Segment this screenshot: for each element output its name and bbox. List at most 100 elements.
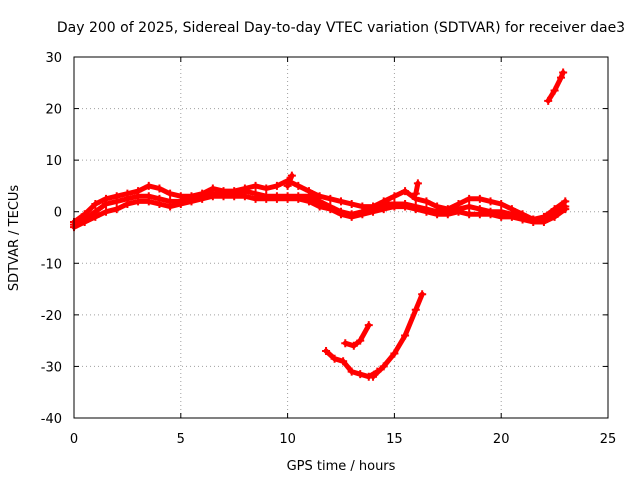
data-point (369, 207, 378, 216)
data-point (262, 184, 271, 193)
data-point (198, 194, 207, 203)
data-point (561, 205, 570, 214)
data-point (379, 362, 388, 371)
data-point (347, 199, 356, 208)
data-point (287, 171, 296, 180)
data-point (475, 194, 484, 203)
data-point (507, 212, 516, 221)
data-point (272, 181, 281, 190)
data-point (304, 197, 313, 206)
data-point (123, 199, 132, 208)
data-point (497, 199, 506, 208)
y-tick-label: 20 (45, 103, 62, 118)
series-line (545, 70, 566, 104)
data-point (341, 339, 350, 348)
data-point (557, 73, 566, 82)
data-point (102, 199, 111, 208)
y-tick-label: -40 (41, 412, 62, 427)
series-line (342, 322, 372, 349)
data-point (518, 215, 527, 224)
data-point (497, 212, 506, 221)
data-point (486, 197, 495, 206)
data-series-group (411, 179, 422, 198)
data-point (112, 197, 121, 206)
y-tick-label: -10 (41, 257, 62, 272)
data-series-group (341, 321, 373, 350)
data-point (411, 305, 420, 314)
data-point (294, 181, 303, 190)
data-point (102, 207, 111, 216)
x-tick-labels: 0 5 10 15 20 25 (70, 432, 616, 447)
series-line (370, 291, 425, 380)
data-point (349, 341, 358, 350)
data-point (465, 202, 474, 211)
data-point (390, 349, 399, 358)
y-tick-label: -30 (41, 360, 62, 375)
data-point (337, 197, 345, 206)
data-point (422, 207, 431, 216)
data-series-group (70, 192, 570, 232)
data-point (240, 192, 249, 201)
data-point (91, 199, 100, 208)
data-series-group (283, 171, 296, 190)
x-tick-label: 20 (493, 432, 510, 447)
data-point (356, 336, 365, 345)
data-point (339, 357, 348, 366)
data-point (330, 354, 339, 363)
data-point (550, 86, 559, 95)
data-point (326, 194, 335, 203)
data-point (208, 192, 217, 201)
data-point (422, 197, 431, 206)
data-point (418, 290, 427, 299)
data-point (443, 210, 452, 219)
y-tick-labels: -40 -30 -20 -10 0 10 20 30 (41, 51, 62, 427)
axis-ticks (73, 56, 609, 419)
data-point (112, 205, 121, 214)
data-point (390, 192, 399, 201)
x-tick-label: 15 (386, 432, 403, 447)
data-point (401, 187, 410, 196)
data-point (390, 202, 399, 211)
data-point (251, 194, 260, 203)
x-tick-label: 10 (279, 432, 296, 447)
data-series (70, 68, 570, 381)
data-point (166, 189, 175, 198)
data-point (379, 205, 388, 214)
grid-lines (74, 57, 608, 418)
data-point (559, 68, 568, 77)
y-tick-label: -20 (41, 309, 62, 324)
data-point (550, 212, 559, 221)
data-point (401, 202, 410, 211)
data-point (283, 194, 292, 203)
x-tick-label: 0 (70, 432, 78, 447)
data-point (337, 210, 345, 219)
data-point (187, 197, 196, 206)
data-point (486, 210, 495, 219)
y-tick-label: 30 (45, 51, 62, 66)
x-tick-label: 25 (600, 432, 617, 447)
data-point (358, 210, 367, 219)
data-point (294, 194, 303, 203)
data-series-group (544, 68, 568, 105)
data-point (347, 212, 356, 221)
data-point (144, 181, 153, 190)
chart-title: Day 200 of 2025, Sidereal Day-to-day VTE… (57, 20, 625, 36)
data-point (401, 331, 410, 340)
x-axis-label: GPS time / hours (287, 459, 396, 474)
data-point (251, 181, 260, 190)
data-point (475, 210, 484, 219)
data-series-group (369, 290, 427, 381)
data-point (465, 210, 474, 219)
data-point (356, 370, 365, 379)
x-tick-label: 5 (177, 432, 185, 447)
data-point (529, 218, 538, 227)
data-point (347, 367, 356, 376)
data-point (230, 192, 239, 201)
data-point (80, 218, 89, 227)
data-point (454, 207, 463, 216)
data-point (166, 202, 175, 211)
data-point (539, 218, 548, 227)
data-point (176, 199, 185, 208)
data-point (364, 321, 373, 330)
